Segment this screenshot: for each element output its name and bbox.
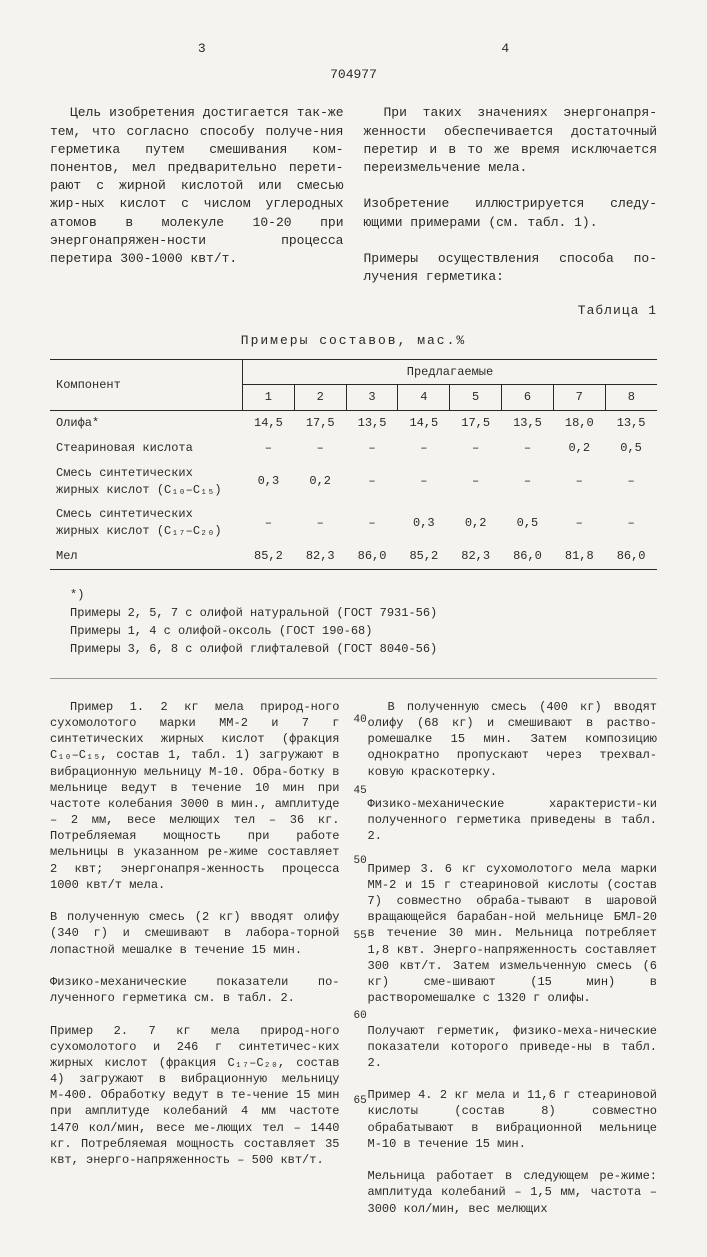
line-num: 60 <box>354 1009 367 1024</box>
th-col: 5 <box>450 385 502 411</box>
intro-columns: Цель изобретения достигается так-же тем,… <box>50 104 657 286</box>
th-col: 6 <box>502 385 554 411</box>
line-num: 65 <box>354 1094 367 1109</box>
note-line: Примеры 2, 5, 7 с олифой натуральной (ГО… <box>70 604 657 622</box>
table-row: Смесь синтетических жирных кислот (C₁₇–C… <box>50 502 657 544</box>
th-col: 1 <box>243 385 295 411</box>
intro-right: При таких значениях энергонапря-женности… <box>364 104 658 286</box>
table-row: Стеариновая кислота––––––0,20,5 <box>50 436 657 461</box>
th-col: 2 <box>294 385 346 411</box>
page-left: 3 <box>198 40 206 58</box>
th-group: Предлагаемые <box>243 359 658 385</box>
page-right: 4 <box>501 40 509 58</box>
page-numbers: 3 4 <box>50 40 657 58</box>
intro-left: Цель изобретения достигается так-же тем,… <box>50 104 344 286</box>
line-num: 40 <box>354 713 367 728</box>
note-line: Примеры 1, 4 с олифой-оксоль (ГОСТ 190-6… <box>70 622 657 640</box>
line-num: 50 <box>354 854 367 869</box>
note-star: *) <box>70 586 657 604</box>
table-label: Таблица 1 <box>50 302 657 320</box>
th-col: 4 <box>398 385 450 411</box>
table-row: Мел85,282,386,085,282,386,081,886,0 <box>50 544 657 569</box>
line-num: 45 <box>354 784 367 799</box>
doc-number: 704977 <box>50 66 657 84</box>
body-right: В полученную смесь (400 кг) вводят олифу… <box>368 699 658 1217</box>
note-line: Примеры 3, 6, 8 с олифой глифталевой (ГО… <box>70 640 657 658</box>
th-component: Компонент <box>50 359 243 411</box>
table-row: Смесь синтетических жирных кислот (C₁₀–C… <box>50 461 657 503</box>
body-columns: Пример 1. 2 кг мела природ-ного сухомоло… <box>50 699 657 1217</box>
table-notes: *) Примеры 2, 5, 7 с олифой натуральной … <box>70 586 657 658</box>
line-num: 55 <box>354 929 367 944</box>
table-title: Примеры составов, мас.% <box>50 332 657 350</box>
section-divider <box>50 678 657 679</box>
composition-table: Компонент Предлагаемые 1 2 3 4 5 6 7 8 О… <box>50 359 657 570</box>
body-left: Пример 1. 2 кг мела природ-ного сухомоло… <box>50 699 340 1217</box>
th-col: 8 <box>605 385 657 411</box>
th-col: 3 <box>346 385 398 411</box>
th-col: 7 <box>553 385 605 411</box>
table-row: Олифа*14,517,513,514,517,513,518,013,5 <box>50 411 657 436</box>
